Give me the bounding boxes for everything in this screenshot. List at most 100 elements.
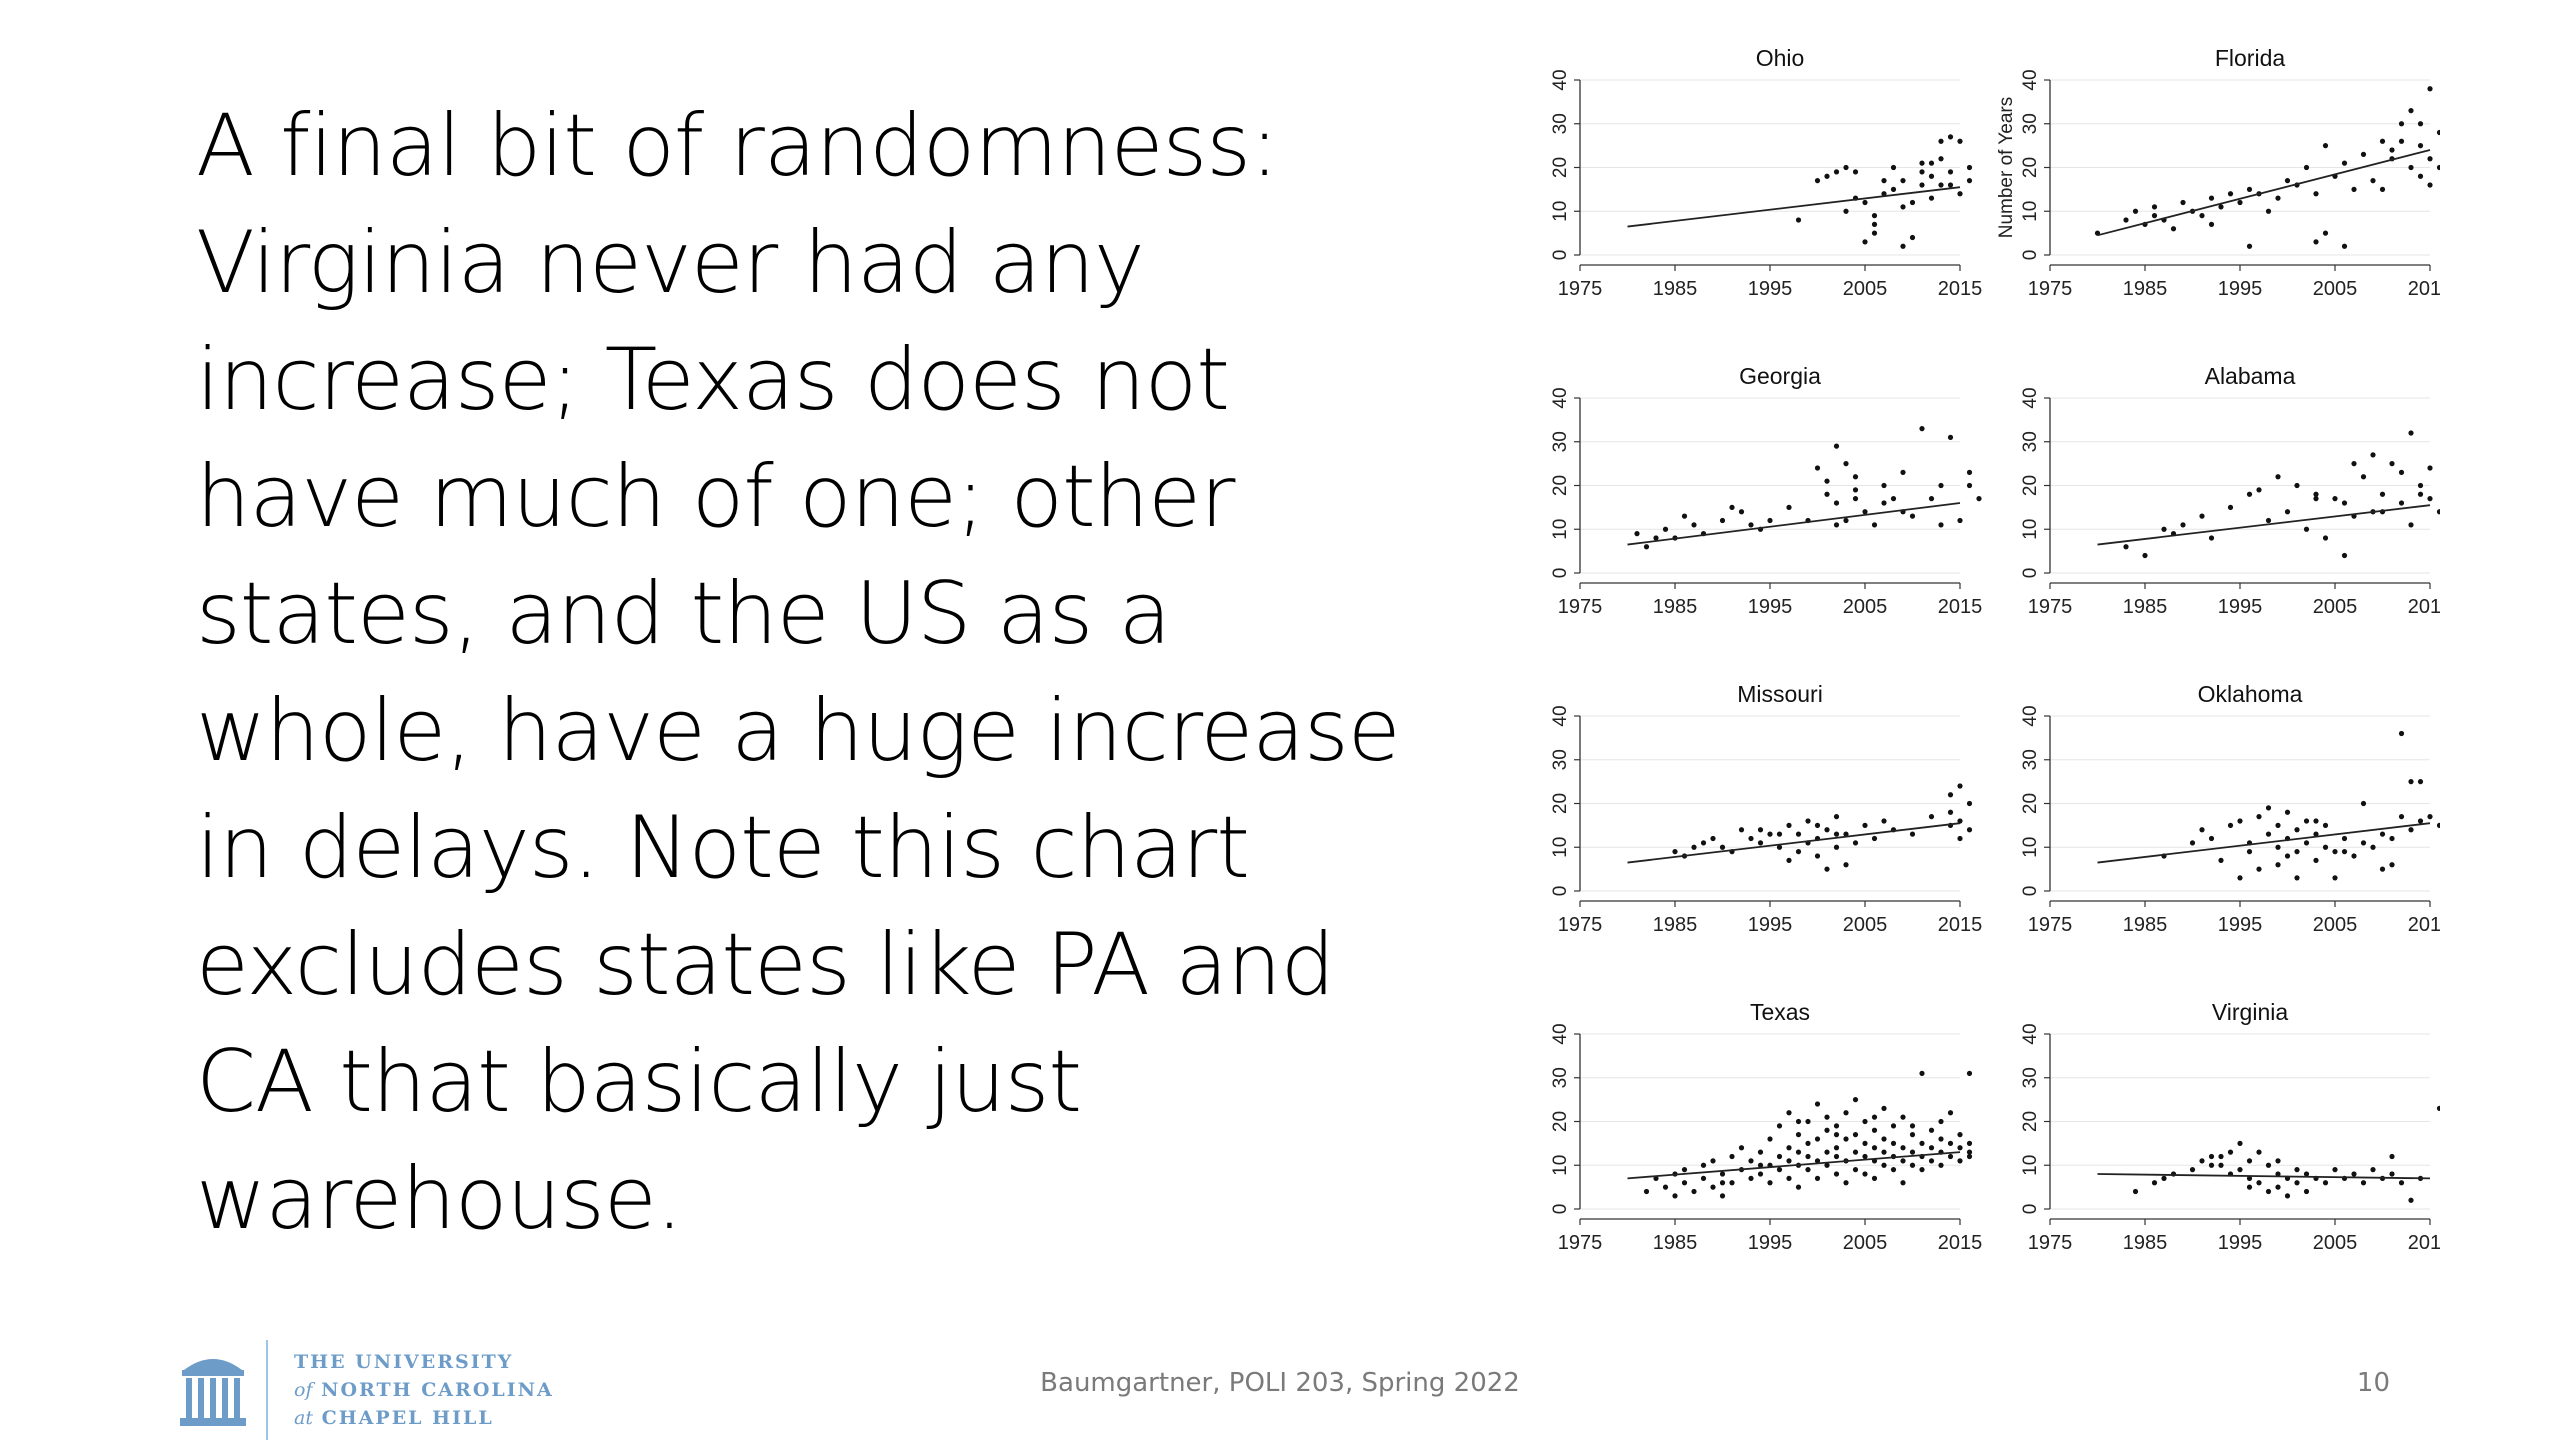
body-line: increase; Texas does not	[196, 330, 1230, 430]
data-point	[1710, 1184, 1716, 1190]
data-point	[2398, 500, 2405, 506]
data-point	[2360, 840, 2367, 846]
panel-title: Alabama	[2205, 363, 2296, 389]
x-tick-label: 2015	[1938, 278, 1983, 300]
data-point	[1795, 1118, 1802, 1125]
data-point	[1814, 822, 1821, 828]
data-point	[1938, 1162, 1944, 1168]
data-point	[1890, 186, 1897, 192]
data-point	[1776, 831, 1783, 837]
x-tick-label: 1985	[1653, 596, 1698, 618]
data-point	[1871, 522, 1878, 528]
data-point	[2218, 857, 2224, 863]
data-point	[2294, 875, 2300, 881]
data-point	[2351, 461, 2357, 467]
data-point	[2436, 509, 2443, 515]
data-point	[2427, 465, 2433, 471]
data-point	[1928, 1158, 1935, 1164]
data-point	[2265, 1188, 2272, 1195]
data-point	[2417, 121, 2424, 127]
y-tick-label: 0	[2020, 250, 2041, 261]
data-point	[1833, 831, 1840, 837]
data-point	[1966, 164, 1973, 171]
data-point	[2180, 522, 2186, 528]
data-point	[2417, 779, 2424, 785]
y-tick-label: 0	[1550, 886, 1571, 897]
data-point	[1833, 1153, 1840, 1160]
x-tick-label: 2005	[1843, 596, 1888, 618]
data-point	[2389, 835, 2395, 842]
x-tick-label: 1975	[1558, 914, 1603, 936]
data-point	[1643, 544, 1650, 550]
data-point	[1862, 1171, 1868, 1177]
data-point	[1852, 1097, 1859, 1103]
x-tick-label: 1985	[2123, 1232, 2168, 1254]
data-point	[2360, 151, 2367, 157]
data-point	[2379, 866, 2386, 872]
x-tick-label: 2015	[1938, 914, 1983, 936]
data-point	[2237, 818, 2243, 824]
data-point	[1919, 1140, 1925, 1146]
data-point	[1672, 849, 1678, 855]
data-point	[1824, 1114, 1830, 1120]
data-point	[1805, 818, 1811, 824]
slide-footer: THE UNIVERSITY of NORTH CAROLINA at CHAP…	[0, 1340, 2560, 1440]
x-tick-label: 1995	[2218, 278, 2263, 300]
data-point	[2370, 178, 2376, 184]
data-point	[2218, 204, 2224, 210]
data-point	[1738, 509, 1745, 515]
data-point	[2341, 552, 2348, 559]
data-point	[2151, 1180, 2158, 1186]
data-point	[2322, 143, 2329, 149]
y-tick-label: 10	[2020, 837, 2041, 858]
body-line: A final bit of randomness:	[196, 96, 1279, 196]
data-point	[1957, 1145, 1963, 1151]
x-tick-label: 1975	[1558, 278, 1603, 300]
data-point	[1852, 169, 1859, 175]
data-point	[2436, 164, 2443, 171]
data-point	[1814, 853, 1821, 859]
data-point	[2313, 857, 2319, 863]
data-point	[1900, 243, 1906, 249]
data-point	[1757, 1149, 1764, 1155]
data-point	[1881, 482, 1887, 489]
data-point	[2246, 1158, 2253, 1164]
x-tick-label: 1975	[2028, 1232, 2073, 1254]
data-point	[1824, 491, 1830, 497]
x-tick-label: 1985	[1653, 278, 1698, 300]
data-point	[1634, 531, 1640, 537]
y-tick-label: 40	[2020, 387, 2041, 408]
y-tick-label: 10	[1550, 201, 1571, 222]
y-tick-label: 10	[2020, 201, 2041, 222]
data-point	[1843, 831, 1849, 837]
data-point	[1928, 195, 1935, 201]
data-point	[1814, 1136, 1821, 1142]
y-tick-label: 10	[1550, 837, 1571, 858]
data-point	[1919, 169, 1925, 175]
data-point	[2227, 1149, 2234, 1155]
data-point	[1947, 434, 1954, 440]
y-tick-label: 30	[2020, 1067, 2041, 1088]
data-point	[2246, 243, 2253, 249]
data-point	[1681, 513, 1688, 519]
data-point	[2360, 474, 2367, 480]
y-tick-label: 10	[1550, 519, 1571, 540]
data-point	[2398, 730, 2405, 737]
logo-divider	[266, 1340, 268, 1440]
data-point	[1738, 827, 1745, 833]
data-point	[1919, 1167, 1925, 1173]
data-point	[1767, 831, 1773, 837]
panel-oklahoma: Oklahoma 0 10 20 30 40 1975 1985 1995 2005 2015	[2020, 681, 2452, 936]
data-point	[1862, 1118, 1868, 1125]
data-point	[1852, 1132, 1859, 1138]
data-point	[1871, 1114, 1878, 1120]
data-point	[1928, 1127, 1935, 1133]
data-point	[1719, 1193, 1726, 1199]
data-point	[1833, 522, 1840, 528]
data-point	[1938, 1118, 1944, 1125]
data-point	[1719, 1180, 1726, 1186]
panel-title: Georgia	[1739, 363, 1821, 389]
data-point	[1957, 191, 1963, 197]
data-point	[1966, 1153, 1973, 1160]
data-point	[1824, 173, 1830, 179]
